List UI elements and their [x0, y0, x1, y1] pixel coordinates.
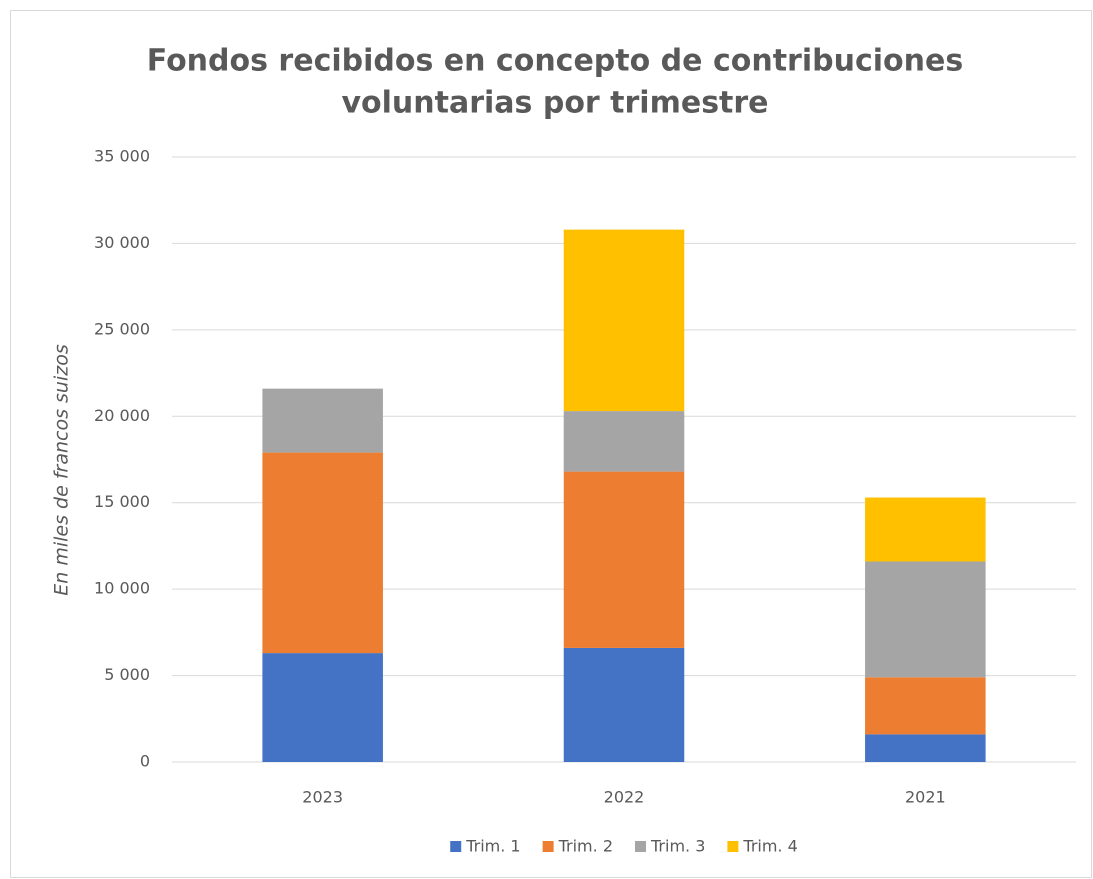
bar-segment	[262, 388, 383, 453]
bar-segment	[865, 497, 986, 562]
chart-title: Fondos recibidos en concepto de contribu…	[147, 44, 963, 79]
y-tick-label: 25 000	[94, 319, 150, 338]
x-tick-label: 2022	[604, 788, 645, 807]
y-tick-label: 10 000	[94, 579, 150, 598]
legend-swatch	[727, 841, 739, 852]
legend-label: Trim. 3	[650, 837, 705, 856]
x-tick-label: 2023	[302, 788, 343, 807]
chart-title: voluntarias por trimestre	[341, 86, 768, 121]
y-axis-label: En miles de francos suizos	[51, 344, 73, 596]
y-tick-label: 35 000	[94, 147, 150, 166]
y-tick-label: 30 000	[94, 233, 150, 252]
bar-segment	[563, 471, 685, 648]
legend-swatch	[635, 841, 646, 852]
bar-segment	[563, 411, 685, 472]
bar-segment	[262, 653, 383, 762]
bar-segment	[865, 734, 986, 762]
y-tick-label: 20 000	[94, 406, 150, 425]
bar-segment	[865, 561, 986, 678]
legend-swatch	[542, 841, 554, 852]
legend-swatch	[450, 841, 462, 852]
x-tick-label: 2021	[905, 788, 946, 807]
y-tick-label: 15 000	[94, 492, 150, 511]
bar-segment	[563, 229, 685, 412]
y-tick-label: 0	[140, 752, 150, 771]
legend-label: Trim. 4	[742, 837, 797, 856]
legend-label: Trim. 1	[465, 837, 520, 856]
bar-segment	[262, 452, 383, 654]
bar-segment	[563, 647, 685, 762]
legend-label: Trim. 2	[558, 837, 613, 856]
bar-segment	[865, 677, 986, 735]
y-tick-label: 5 000	[104, 665, 150, 684]
